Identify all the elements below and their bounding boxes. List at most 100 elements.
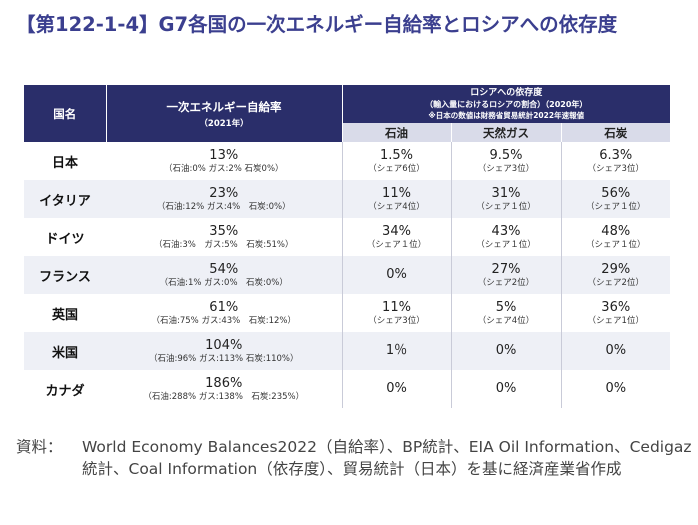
oil-value: 0% xyxy=(386,267,407,282)
self-sufficiency-cell: 61% （石油:75% ガス:43% 石炭:12%） xyxy=(106,294,343,332)
coal-rank: （シェア2位） xyxy=(587,277,644,288)
table-row: 日本 13% （石油:0% ガス:2% 石炭0%） 1.5% （シェア6位） 9.5… xyxy=(24,142,670,180)
gas-value: 5% xyxy=(495,299,517,315)
subheader-oil: 石油 xyxy=(342,123,452,142)
gas-cell: 27% （シェア2位） xyxy=(451,256,562,294)
coal-cell: 29% （シェア2位） xyxy=(561,256,671,294)
self-sufficiency-cell: 186% （石油:288% ガス:138% 石炭:235%） xyxy=(106,370,343,408)
header-dep-title: ロシアへの依存度 xyxy=(470,87,543,98)
gas-value: 27% xyxy=(491,261,521,277)
oil-cell: 34% （シェア１位） xyxy=(342,218,452,256)
rate-breakdown: （石油:96% ガス:113% 石炭:110%） xyxy=(149,353,299,364)
coal-value: 48% xyxy=(601,223,631,239)
oil-rank: （シェア4位） xyxy=(368,201,425,212)
gas-cell: 31% （シェア１位） xyxy=(451,180,562,218)
coal-value: 0% xyxy=(605,343,627,358)
source-text: World Economy Balances2022（自給率）、BP統計、EIA… xyxy=(82,438,692,478)
table-row: フランス 54% （石油:1% ガス:0% 石炭:0%） 0% 27% （シェア2位… xyxy=(24,256,671,294)
coal-rank: （シェア3位） xyxy=(587,163,644,174)
page-title: 【第122-1-4】G7各国の一次エネルギー自給率とロシアへの依存度 xyxy=(16,13,618,36)
gas-cell: 0% xyxy=(451,332,562,370)
oil-cell: 0% xyxy=(342,370,452,408)
subheader-coal: 石炭 xyxy=(561,123,671,142)
oil-rank: （シェア3位） xyxy=(368,315,425,326)
rate-breakdown: （石油:0% ガス:2% 石炭0%） xyxy=(163,163,284,174)
gas-value: 9.5% xyxy=(489,147,523,163)
source-note: 資料： World Economy Balances2022（自給率）、BP統計… xyxy=(16,436,692,480)
coal-cell: 56% （シェア１位） xyxy=(561,180,671,218)
oil-value: 1.5% xyxy=(379,147,414,163)
oil-rank: （シェア6位） xyxy=(368,163,425,174)
rate-value: 23% xyxy=(209,185,239,201)
coal-value: 29% xyxy=(601,261,631,277)
table-row: イタリア 23% （石油:12% ガス:4% 石炭:0%） 11% （シェア4位） … xyxy=(24,180,671,218)
rate-value: 13% xyxy=(209,147,239,163)
oil-rank: （シェア１位） xyxy=(366,239,427,250)
rate-value: 104% xyxy=(205,337,243,353)
coal-rank: （シェア１位） xyxy=(586,201,646,212)
oil-value: 11% xyxy=(382,185,411,201)
country-name: イタリア xyxy=(24,180,106,218)
header-country: 国名 xyxy=(24,85,107,142)
header-dep-subtitle: （輸入量におけるロシアの割合）（2020年） xyxy=(425,99,588,109)
table-row: 米国 104% （石油:96% ガス:113% 石炭:110%） 1％ 0% 0% xyxy=(24,332,671,370)
table-row: カナダ 186% （石油:288% ガス:138% 石炭:235%） 0% 0% … xyxy=(24,370,670,408)
header-dep-note: ※日本の数値は財務省貿易統計2022年速報値 xyxy=(428,110,585,120)
coal-cell: 6.3% （シェア3位） xyxy=(561,142,670,180)
coal-rank: （シェア１位） xyxy=(586,239,646,250)
rate-breakdown: （石油:1% ガス:0% 石炭:0%） xyxy=(159,277,288,288)
self-sufficiency-cell: 104% （石油:96% ガス:113% 石炭:110%） xyxy=(106,332,343,370)
rate-breakdown: （石油:3% ガス:5% 石炭:51%） xyxy=(154,239,294,250)
rate-value: 186% xyxy=(205,375,243,391)
coal-value: 6.3% xyxy=(599,147,633,163)
gas-cell: 9.5% （シェア3位） xyxy=(451,142,562,180)
rate-breakdown: （石油:12% ガス:4% 石炭:0%） xyxy=(156,201,291,212)
gas-rank: （シェア2位） xyxy=(477,277,535,288)
coal-cell: 48% （シェア１位） xyxy=(561,218,670,256)
country-name: 日本 xyxy=(51,155,78,171)
coal-cell: 0% xyxy=(561,370,670,408)
coal-value: 56% xyxy=(601,185,631,201)
gas-value: 0% xyxy=(495,343,517,358)
subheader-gas: 天然ガス xyxy=(451,123,562,142)
coal-rank: （シェア1位） xyxy=(587,315,644,326)
header-self-sufficiency: 一次エネルギー自給率 （2021年） xyxy=(106,85,343,142)
gas-cell: 5% （シェア4位） xyxy=(451,294,562,332)
oil-cell: 11% （シェア3位） xyxy=(342,294,452,332)
rate-breakdown: （石油:75% ガス:43% 石炭:12%） xyxy=(151,315,296,326)
oil-cell: 11% （シェア4位） xyxy=(342,180,452,218)
country-name: ドイツ xyxy=(45,231,85,247)
oil-value: 11% xyxy=(382,299,411,315)
gas-value: 31% xyxy=(491,185,521,201)
coal-cell: 0% xyxy=(561,332,671,370)
coal-value: 36% xyxy=(601,299,631,315)
country-name: カナダ xyxy=(45,383,85,399)
oil-cell: 1％ xyxy=(342,332,452,370)
dependency-table: 国名 一次エネルギー自給率 （2021年） ロシアへの依存度 （輸入量におけるロ… xyxy=(24,85,671,408)
coal-value: 0% xyxy=(605,381,627,396)
gas-rank: （シェア１位） xyxy=(476,201,536,212)
rate-value: 54% xyxy=(209,261,239,277)
gas-value: 0% xyxy=(495,381,517,396)
table-row: 英国 61% （石油:75% ガス:43% 石炭:12%） 11% （シェア3位） … xyxy=(24,294,670,332)
gas-cell: 0% xyxy=(451,370,562,408)
header-rate-year: （2021年） xyxy=(199,118,249,129)
rate-value: 61% xyxy=(209,299,239,315)
rate-value: 35% xyxy=(209,223,239,239)
gas-cell: 43% （シェア１位） xyxy=(451,218,562,256)
gas-value: 43% xyxy=(491,223,521,239)
oil-value: 0% xyxy=(386,381,407,396)
self-sufficiency-cell: 23% （石油:12% ガス:4% 石炭:0%） xyxy=(106,180,343,218)
country-name: 米国 xyxy=(24,332,106,370)
coal-cell: 36% （シェア1位） xyxy=(561,294,670,332)
header-rate-label: 一次エネルギー自給率 xyxy=(166,99,282,114)
oil-cell: 1.5% （シェア6位） xyxy=(342,142,452,180)
table-row: ドイツ 35% （石油:3% ガス:5% 石炭:51%） 34% （シェア１位） 4… xyxy=(24,218,670,256)
rate-breakdown: （石油:288% ガス:138% 石炭:235%） xyxy=(143,391,305,402)
self-sufficiency-cell: 35% （石油:3% ガス:5% 石炭:51%） xyxy=(106,218,343,256)
gas-rank: （シェア3位） xyxy=(477,163,535,174)
oil-value: 34% xyxy=(382,223,411,239)
self-sufficiency-cell: 13% （石油:0% ガス:2% 石炭0%） xyxy=(106,142,343,180)
oil-value: 1％ xyxy=(385,343,408,358)
country-name: 英国 xyxy=(51,307,78,323)
